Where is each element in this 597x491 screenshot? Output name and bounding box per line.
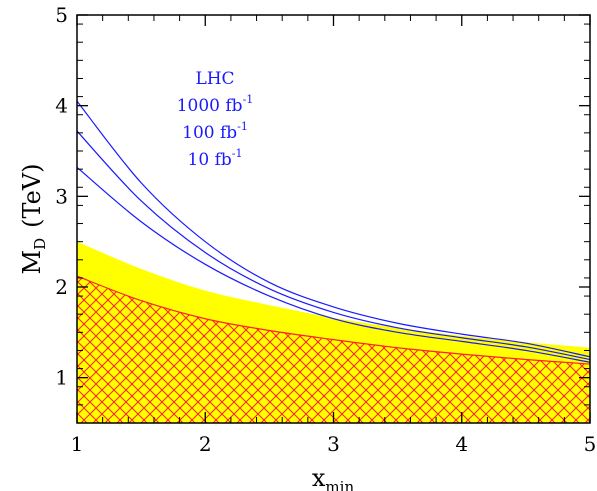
- y-axis-title-sub: D: [31, 238, 49, 250]
- y-tick-label: 2: [55, 275, 68, 299]
- y-axis-title-unit: (TeV): [18, 163, 46, 227]
- y-tick-label: 4: [55, 94, 68, 118]
- annotation-line-1-value: 1000 fb: [177, 96, 243, 116]
- y-axis-title: MD (TeV): [18, 163, 49, 274]
- annotation-line-1-exp: -1: [243, 93, 254, 106]
- x-tick-label: 4: [455, 432, 468, 456]
- reach-curve-1: [77, 100, 590, 358]
- annotation-line-1: 1000 fb-1: [177, 93, 254, 116]
- annotation-line-3-value: 10 fb: [188, 150, 232, 170]
- annotation-header: LHC: [195, 69, 234, 89]
- annotation-line-3: 10 fb-1: [188, 147, 243, 170]
- x-axis-title: xmin: [312, 464, 355, 491]
- x-axis-title-sub: min: [325, 478, 354, 491]
- x-axis-title-main: x: [312, 464, 326, 491]
- annotation-line-2-value: 100 fb: [182, 123, 237, 143]
- plot-area: [77, 100, 590, 423]
- x-tick-label: 3: [327, 432, 340, 456]
- y-tick-label: 5: [55, 3, 68, 27]
- annotation-line-3-exp: -1: [232, 147, 243, 160]
- excluded-region-hatch: [77, 276, 590, 423]
- excluded-region-boundary: [77, 275, 590, 365]
- reach-curve-3: [77, 166, 590, 363]
- annotation-line-2: 100 fb-1: [182, 120, 248, 143]
- y-tick-label: 1: [55, 366, 68, 390]
- x-tick-label: 2: [199, 432, 212, 456]
- annotation: LHC 1000 fb-1 100 fb-1 10 fb-1: [177, 69, 254, 170]
- x-tick-label: 5: [584, 432, 597, 456]
- y-axis-title-main: M: [18, 250, 46, 275]
- reach-curve-2: [77, 130, 590, 361]
- y-tick-label: 3: [55, 184, 68, 208]
- axes: 1 2 3 4 5 1 2 3 4 5: [55, 3, 596, 456]
- x-tick-label: 1: [71, 432, 84, 456]
- annotation-line-2-exp: -1: [237, 120, 248, 133]
